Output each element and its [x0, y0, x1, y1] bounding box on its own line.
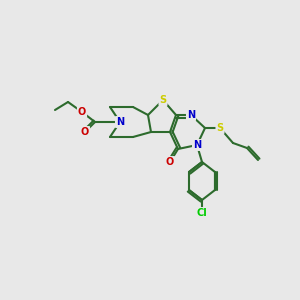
Text: N: N — [193, 140, 201, 150]
Text: N: N — [187, 110, 195, 120]
Text: N: N — [116, 117, 124, 127]
Text: O: O — [166, 157, 174, 167]
Text: S: S — [159, 95, 167, 105]
Text: Cl: Cl — [196, 208, 207, 218]
Text: O: O — [81, 127, 89, 137]
Text: S: S — [216, 123, 224, 133]
Text: O: O — [78, 107, 86, 117]
